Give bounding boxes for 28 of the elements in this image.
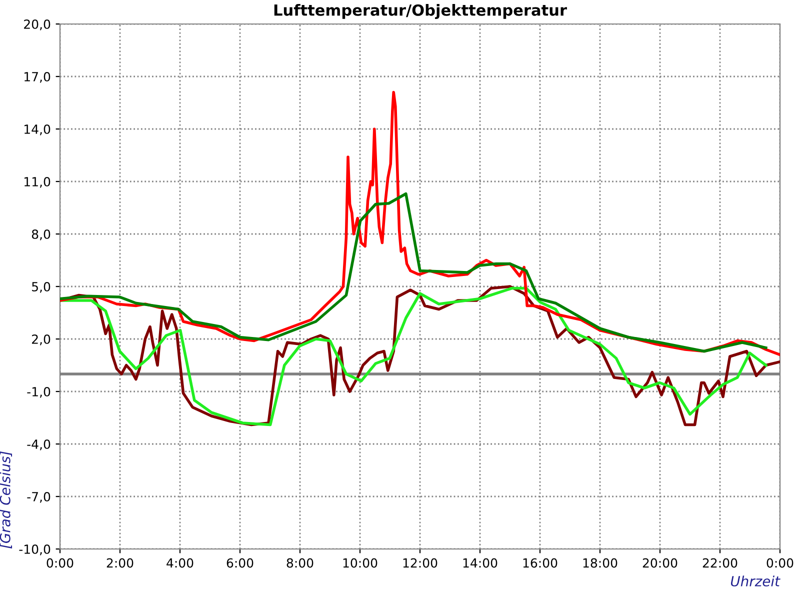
x-tick-label: 6:00 (226, 558, 254, 568)
x-tick-label: 8:00 (286, 558, 314, 568)
y-tick-label: -1,0 (27, 386, 50, 398)
x-tick-label: 18:00 (583, 558, 618, 568)
x-tick-label: 16:00 (523, 558, 558, 568)
x-tick-label: 0:00 (766, 558, 794, 568)
y-tick-label: -10,0 (19, 544, 50, 556)
y-tick-label: 17,0 (24, 72, 50, 83)
y-tick-label: 11,0 (24, 176, 50, 188)
y-axis-title: [Grad Celsius] (0, 451, 12, 548)
x-tick-label: 20:00 (642, 558, 678, 568)
y-tick-label: 5,0 (32, 282, 50, 293)
x-tick-label: 22:00 (702, 558, 738, 568)
x-tick-label: 2:00 (106, 558, 134, 568)
y-tick-label: 2,0 (32, 334, 50, 346)
chart-title: Lufttemperatur/Objekttemperatur (274, 4, 567, 19)
x-tick-label: 4:00 (166, 558, 194, 568)
x-tick-label: 10:00 (343, 558, 378, 568)
y-tick-label: -4,0 (27, 439, 50, 450)
y-tick-label: 20,0 (24, 19, 50, 30)
line-series (60, 192, 768, 353)
x-axis-title: Uhrzeit (730, 576, 780, 586)
y-tick-label: 14,0 (24, 124, 50, 136)
x-tick-label: 12:00 (403, 558, 438, 568)
x-tick-label: 0:00 (46, 558, 74, 568)
y-tick-label: 8,0 (32, 229, 50, 240)
x-tick-label: 14:00 (463, 558, 498, 568)
y-tick-label: -7,0 (27, 492, 50, 503)
